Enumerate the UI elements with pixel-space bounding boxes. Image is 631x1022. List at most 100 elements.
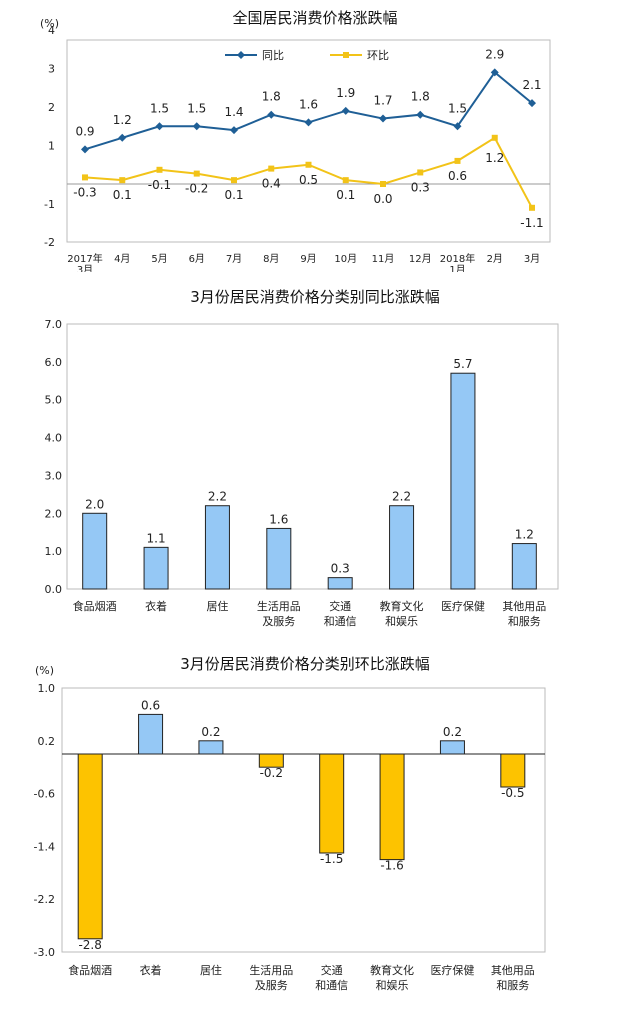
data-label: 2.9 <box>485 47 504 61</box>
data-label: -2.8 <box>78 938 101 952</box>
x-tick-label: 2月 <box>487 253 503 265</box>
data-label: 0.1 <box>224 188 243 202</box>
data-label: 1.2 <box>515 528 534 542</box>
x-tick-label: 8月 <box>263 253 279 265</box>
data-label: 2.0 <box>85 497 104 511</box>
x-tick-label: 交通 <box>329 599 351 613</box>
bar <box>204 505 230 590</box>
y-tick-label: -1 <box>44 198 55 211</box>
data-label: 0.2 <box>201 725 220 739</box>
category-yoy-svg: 3月份居民消费价格分类别同比涨跌幅 7.0 6.0 5.0 4.0 3.0 2.0 1.0 0.… <box>45 288 559 628</box>
bar <box>266 527 292 590</box>
bar <box>138 713 164 755</box>
x-tick-label: 2018年 <box>440 252 475 265</box>
y-tick-label: 6.0 <box>45 356 63 369</box>
data-label: 1.5 <box>150 101 169 115</box>
x-tick-label: 和娱乐 <box>385 614 418 628</box>
data-label: 1.4 <box>224 105 243 119</box>
x-tick-label: 衣着 <box>145 599 167 613</box>
data-label: 1.9 <box>336 86 355 100</box>
x-tick-label: 11月 <box>372 253 395 265</box>
y-tick-label: 1.0 <box>38 682 56 695</box>
y-tick-label: 3.0 <box>45 469 63 482</box>
data-point <box>193 170 200 177</box>
x-tick-label: 医疗保健 <box>441 599 485 613</box>
data-point <box>341 106 350 115</box>
data-label: 1.8 <box>262 90 281 104</box>
data-point <box>231 177 237 184</box>
bar <box>389 505 415 590</box>
chart-title: 3月份居民消费价格分类别同比涨跌幅 <box>190 288 440 306</box>
data-label: 0.0 <box>373 192 392 206</box>
data-label: 1.8 <box>411 90 430 104</box>
chart-category-mom: 3月份居民消费价格分类别环比涨跌幅 (%) 1.0 0.2 -0.6 -1.4 -2.2 -3… <box>0 650 631 1018</box>
data-label: 2.2 <box>208 490 227 504</box>
data-label: 0.5 <box>299 173 318 187</box>
y-tick-label: 3 <box>48 63 55 76</box>
y-tick-label: 4 <box>48 24 55 37</box>
data-point <box>268 165 275 172</box>
plot-frame <box>61 687 546 953</box>
y-unit-label: (%) <box>40 17 59 30</box>
data-point <box>491 134 498 141</box>
data-label: 1.1 <box>147 531 166 545</box>
legend-marker <box>343 52 349 58</box>
legend-label: 同比 <box>262 49 284 62</box>
data-label: -0.2 <box>260 766 283 780</box>
chart-title: 3月份居民消费价格分类别环比涨跌幅 <box>180 655 430 673</box>
y-tick-label: -1.4 <box>34 840 55 853</box>
x-tick-label: 及服务 <box>255 979 288 992</box>
data-point <box>118 133 127 142</box>
data-point <box>528 99 536 108</box>
data-point <box>529 204 535 211</box>
x-tick-label: 1月 <box>449 264 465 272</box>
data-label: 1.7 <box>373 94 392 108</box>
x-tick-label: 3月 <box>77 264 93 272</box>
x-tick-label: 食品烟酒 <box>68 963 112 977</box>
x-tick-label: 食品烟酒 <box>73 599 117 613</box>
y-tick-label: 0.2 <box>38 735 56 748</box>
x-tick-label: 和服务 <box>496 979 529 992</box>
y-tick-label: 7.0 <box>45 318 63 331</box>
y-tick-label: 4.0 <box>45 432 63 445</box>
x-tick-label: 和通信 <box>315 979 348 992</box>
data-point <box>155 122 164 131</box>
plot-frame <box>66 323 559 590</box>
y-tick-label: 1 <box>48 140 55 153</box>
data-label: -0.1 <box>148 178 171 192</box>
x-tick-label: 生活用品 <box>257 599 301 613</box>
x-tick-label: 7月 <box>226 253 242 265</box>
x-tick-label: 5月 <box>151 253 167 265</box>
legend-marker <box>237 51 245 59</box>
bar <box>327 577 353 590</box>
data-label: 0.2 <box>443 725 462 739</box>
data-point <box>342 177 349 184</box>
data-point <box>380 181 386 187</box>
bar <box>511 543 537 590</box>
data-label: -1.1 <box>520 216 543 230</box>
x-tick-label: 其他用品 <box>502 600 546 613</box>
data-point <box>305 161 312 168</box>
y-tick-label: 2.0 <box>45 507 63 520</box>
data-point <box>230 126 238 135</box>
y-tick-label: 2 <box>48 101 55 114</box>
y-tick-label: 5.0 <box>45 394 63 407</box>
data-label: 1.6 <box>299 97 318 111</box>
x-tick-label: 衣着 <box>140 963 162 977</box>
y-tick-label: 0.0 <box>45 583 63 596</box>
data-label: 0.6 <box>141 698 160 712</box>
data-label: 2.2 <box>392 490 411 504</box>
x-tick-label: 及服务 <box>262 615 295 628</box>
y-unit-label: (%) <box>35 664 54 677</box>
x-tick-label: 和服务 <box>508 615 541 628</box>
x-tick-label: 居住 <box>206 599 228 613</box>
data-point <box>192 122 201 131</box>
y-tick-label: 1.0 <box>45 545 63 558</box>
plot-frame <box>66 39 551 243</box>
x-tick-label: 2017年 <box>67 252 102 265</box>
data-label: 0.3 <box>411 180 430 194</box>
data-point <box>156 166 163 173</box>
category-mom-svg: 3月份居民消费价格分类别环比涨跌幅 (%) 1.0 0.2 -0.6 -1.4 -2.2 -3… <box>34 655 546 992</box>
bar <box>77 753 103 940</box>
